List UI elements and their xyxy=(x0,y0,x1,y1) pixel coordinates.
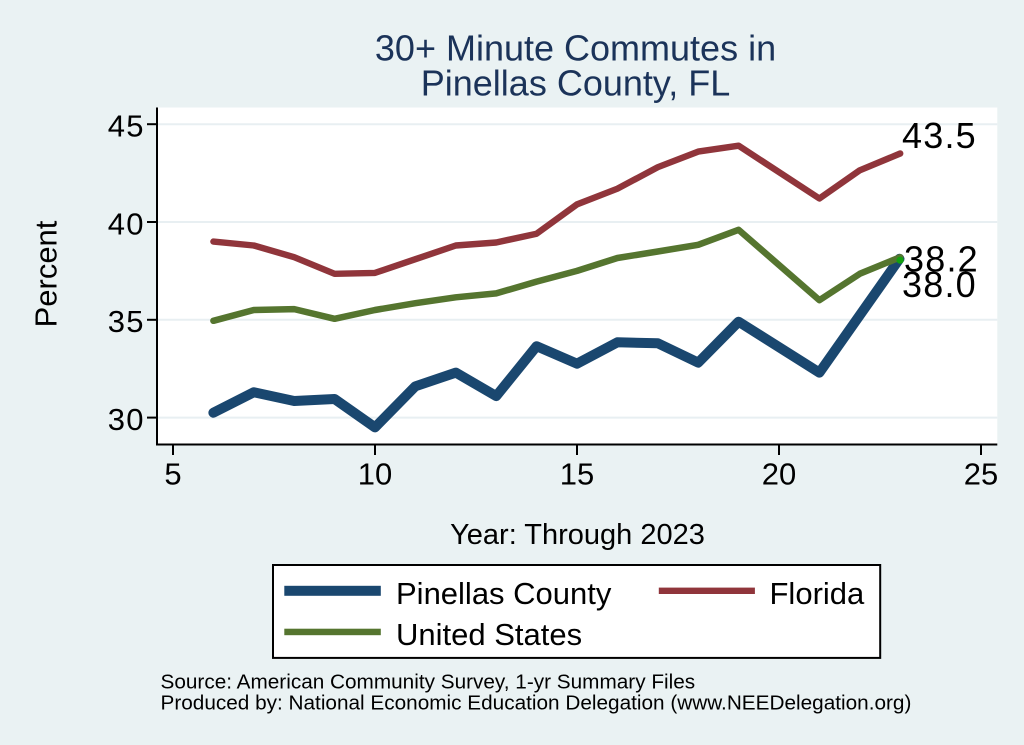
svg-text:Percent: Percent xyxy=(29,220,64,327)
svg-text:Year: Through 2023: Year: Through 2023 xyxy=(450,519,705,551)
svg-text:United States: United States xyxy=(396,617,582,652)
svg-text:43.5: 43.5 xyxy=(902,115,977,156)
svg-text:5: 5 xyxy=(164,456,181,491)
svg-text:38.0: 38.0 xyxy=(902,264,977,305)
svg-text:Produced by: National Economic: Produced by: National Economic Education… xyxy=(161,692,912,715)
svg-text:Source: American Community Sur: Source: American Community Survey, 1-yr … xyxy=(161,671,696,694)
svg-text:Florida: Florida xyxy=(770,576,866,611)
svg-text:30: 30 xyxy=(108,402,145,437)
svg-text:45: 45 xyxy=(108,109,145,144)
svg-text:35: 35 xyxy=(108,304,145,339)
svg-text:Pinellas County: Pinellas County xyxy=(396,576,612,611)
svg-text:30+ Minute Commutes in: 30+ Minute Commutes in xyxy=(375,28,776,69)
svg-text:10: 10 xyxy=(358,456,392,491)
svg-text:40: 40 xyxy=(108,206,145,241)
svg-text:15: 15 xyxy=(560,456,594,491)
svg-text:25: 25 xyxy=(964,456,998,491)
svg-text:Pinellas County, FL: Pinellas County, FL xyxy=(421,63,730,104)
svg-text:20: 20 xyxy=(762,456,796,491)
svg-text:38.2: 38.2 xyxy=(904,238,979,279)
